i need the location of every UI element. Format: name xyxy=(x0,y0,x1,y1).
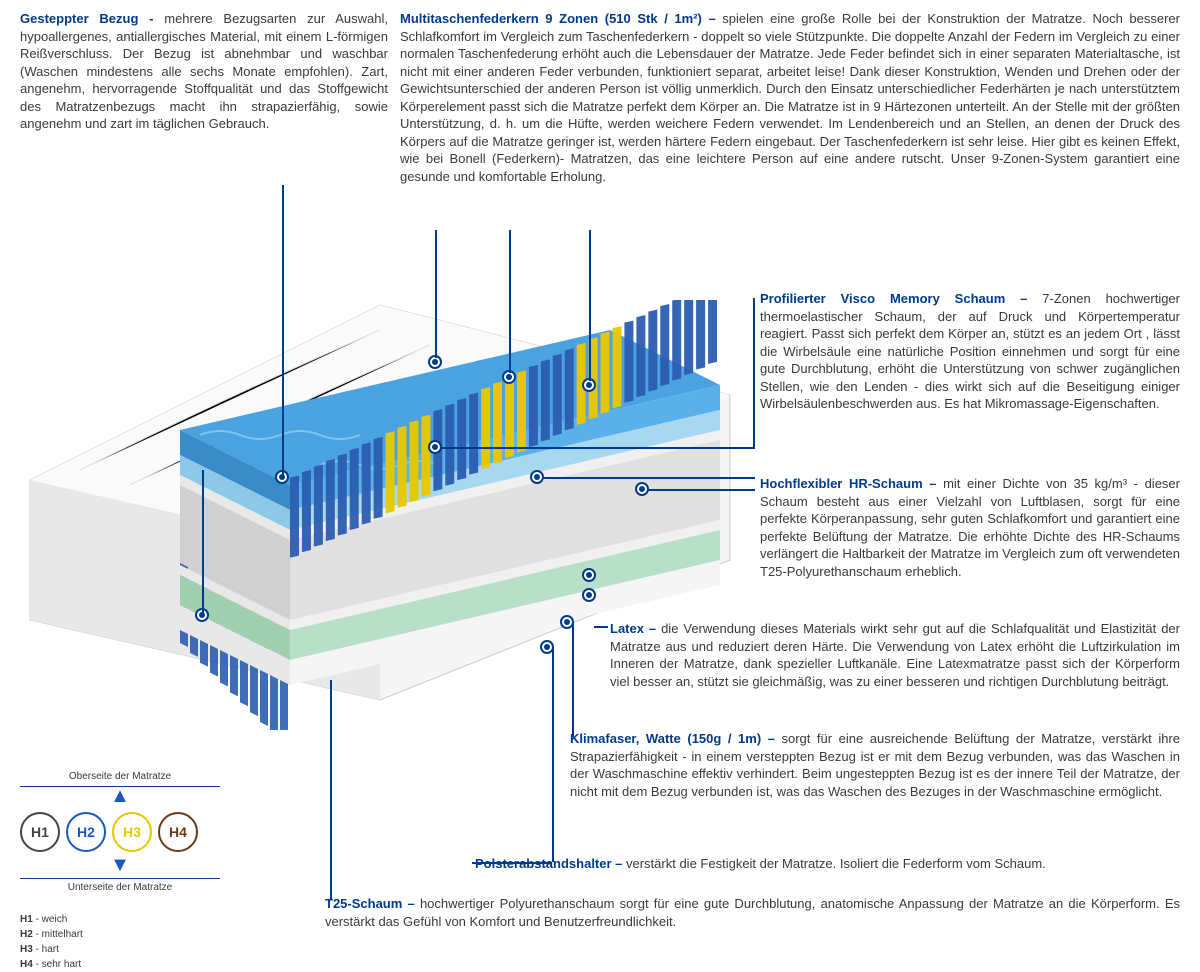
heading-visco: Profilierter Visco Memory Schaum – xyxy=(760,291,1042,306)
section-federkern: Multitaschenfederkern 9 Zonen (510 Stk /… xyxy=(400,10,1180,185)
hardness-h3: H3 xyxy=(112,812,152,852)
mattress-illustration xyxy=(20,300,740,730)
body-federkern: spielen eine große Rolle bei der Konstru… xyxy=(400,11,1180,184)
arrow-up-icon: ▲ xyxy=(110,785,130,807)
hardness-h4: H4 xyxy=(158,812,198,852)
hardness-h2: H2 xyxy=(66,812,106,852)
heading-federkern: Multitaschenfederkern 9 Zonen (510 Stk /… xyxy=(400,11,722,26)
section-polster: Polsterabstandshalter – verstärkt die Fe… xyxy=(475,855,1185,873)
hardness-h1: H1 xyxy=(20,812,60,852)
section-visco: Profilierter Visco Memory Schaum – 7-Zon… xyxy=(760,290,1180,413)
leader-fk-h xyxy=(647,489,755,491)
leader-t25-v xyxy=(330,680,332,900)
legend-bottom-label: Unterseite der Matratze xyxy=(20,881,220,895)
arrow-down-icon: ▼ xyxy=(110,854,130,876)
section-hr: Hochflexibler HR-Schaum – mit einer Dich… xyxy=(760,475,1180,580)
leader-bezug-side xyxy=(202,470,204,615)
dot-latex-2 xyxy=(582,588,596,602)
leader-latex-h xyxy=(594,626,608,628)
heading-klima: Klimafaser, Watte (150g / 1m) – xyxy=(570,731,781,746)
body-t25: hochwertiger Polyurethanschaum sorgt für… xyxy=(325,896,1180,929)
leader-polster-h xyxy=(472,862,552,864)
hardness-legend: Oberseite der Matratze ▲ H1H2H3H4 ▼ Unte… xyxy=(20,770,240,972)
leader-federkern xyxy=(435,230,437,358)
legend-key: H1 - weichH2 - mittelhartH3 - hartH4 - s… xyxy=(20,912,240,972)
leader-federkern-2 xyxy=(509,230,511,373)
dot-latex-1 xyxy=(582,568,596,582)
leader-federkern-3 xyxy=(589,230,591,381)
legend-row: H1H2H3H4 xyxy=(20,812,240,852)
section-bezug: Gesteppter Bezug - mehrere Bezugsarten z… xyxy=(20,10,388,133)
leader-bezug-top xyxy=(282,185,284,475)
leader-visco-v xyxy=(753,298,755,448)
body-hr: mit einer Dichte von 35 kg/m³ - dieser S… xyxy=(760,476,1180,579)
legend-key-row: H2 - mittelhart xyxy=(20,927,240,942)
leader-polster-v xyxy=(552,647,554,862)
body-polster: verstärkt die Festigkeit der Matratze. I… xyxy=(626,856,1046,871)
section-t25: T25-Schaum – hochwertiger Polyurethansch… xyxy=(325,895,1180,930)
leader-klima-v xyxy=(572,622,574,737)
legend-line-bottom xyxy=(20,878,220,879)
body-bezug: mehrere Bezugsarten zur Auswahl, hypoall… xyxy=(20,11,388,131)
leader-hr-h xyxy=(542,477,755,479)
legend-key-row: H4 - sehr hart xyxy=(20,957,240,972)
section-klima: Klimafaser, Watte (150g / 1m) – sorgt fü… xyxy=(570,730,1180,800)
legend-key-row: H1 - weich xyxy=(20,912,240,927)
heading-bezug: Gesteppter Bezug - xyxy=(20,11,164,26)
body-visco: 7-Zonen hochwertiger thermoelastischer S… xyxy=(760,291,1180,411)
leader-visco-h xyxy=(440,447,755,449)
legend-top-label: Oberseite der Matratze xyxy=(20,770,220,784)
heading-hr: Hochflexibler HR-Schaum – xyxy=(760,476,943,491)
heading-t25: T25-Schaum – xyxy=(325,896,420,911)
